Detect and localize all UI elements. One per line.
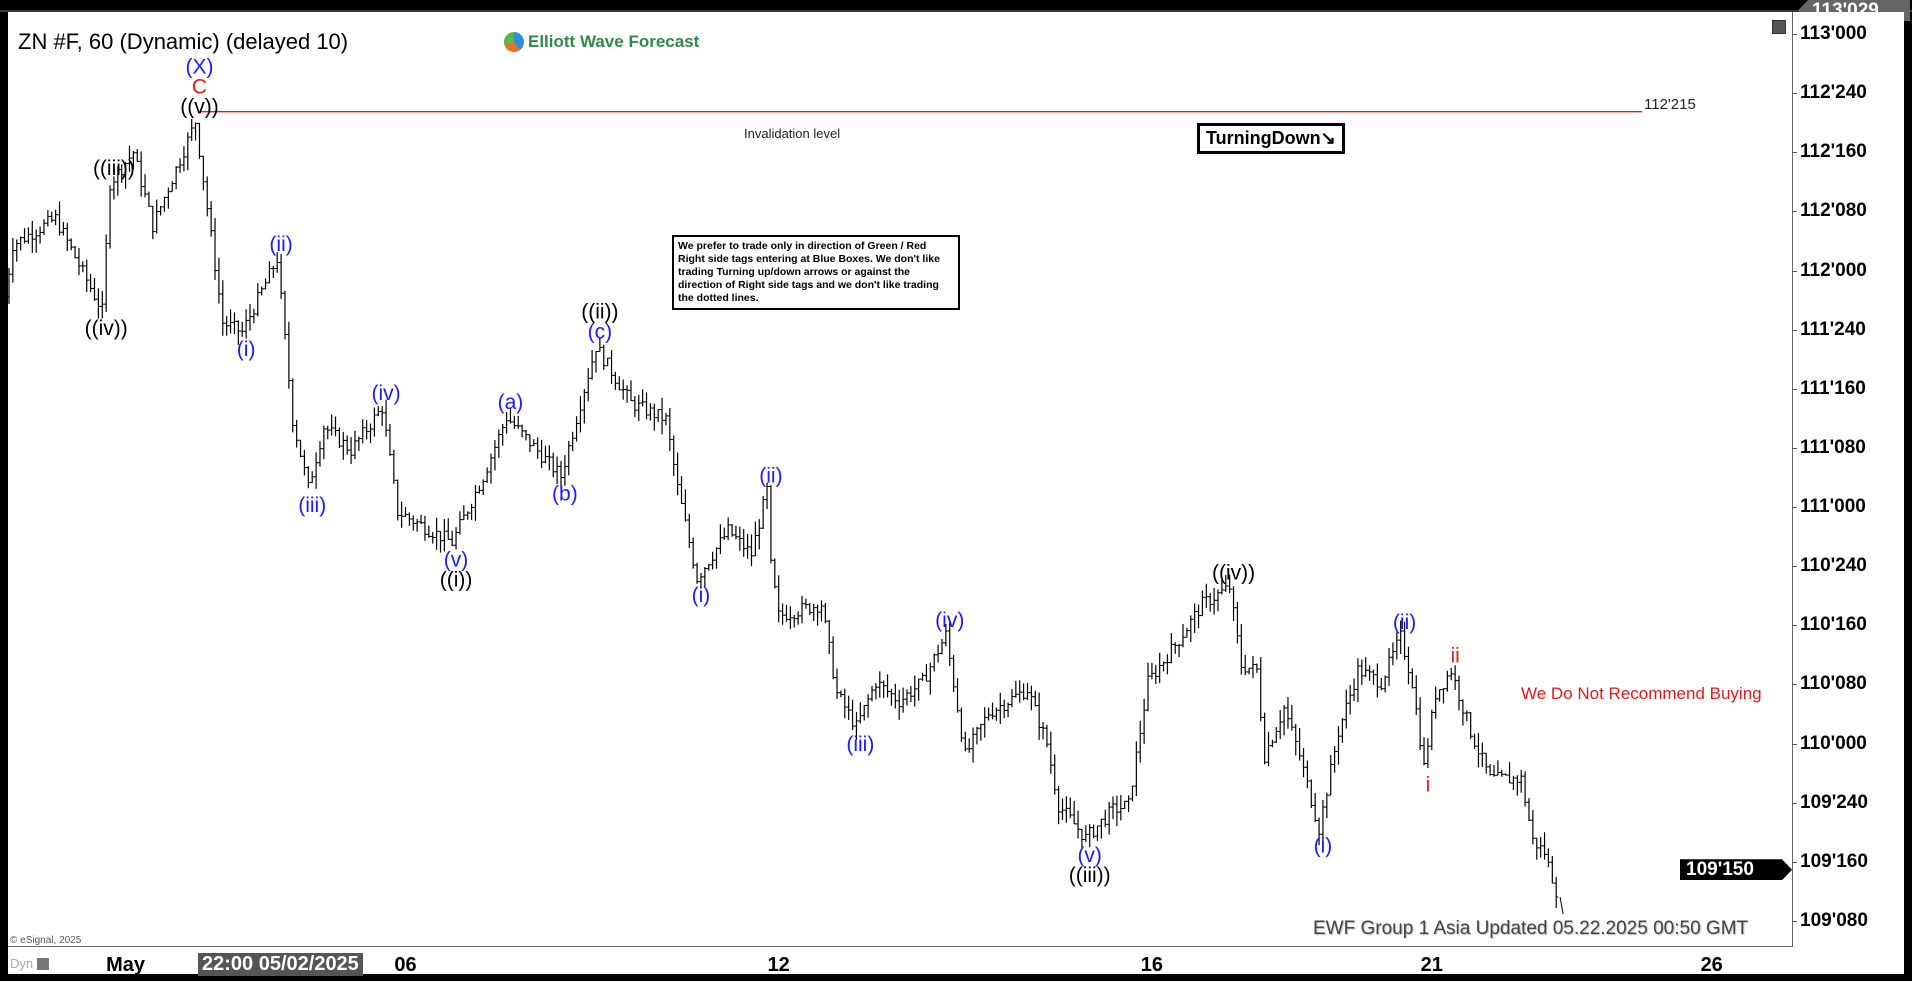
price-tick-label: 112'080 xyxy=(1800,200,1867,222)
price-tick xyxy=(1792,802,1797,804)
price-tick-label: 109'240 xyxy=(1800,791,1868,813)
time-tick-label: 06 xyxy=(394,954,417,976)
time-tick-label: 12 xyxy=(767,954,790,976)
crosshair-date: 22:00 05/02/2025 xyxy=(198,953,363,976)
price-tick xyxy=(1792,152,1797,154)
price-tick xyxy=(1792,34,1797,36)
price-tick xyxy=(1792,684,1797,686)
price-tick-label: 112'240 xyxy=(1800,82,1867,104)
arrow-down-right-icon: ↘ xyxy=(1320,128,1336,148)
window-restore-icon[interactable] xyxy=(1772,20,1786,34)
logo: Elliott Wave Forecast xyxy=(504,32,699,52)
dyn-label: Dyn xyxy=(10,956,34,971)
wave-label: i xyxy=(1426,773,1431,796)
wave-label: (iv) xyxy=(371,382,400,405)
wave-label: (ii) xyxy=(759,465,782,488)
wave-label: ((iv)) xyxy=(85,317,128,340)
price-tick-label: 110'160 xyxy=(1800,614,1867,636)
wave-label: (i) xyxy=(1314,835,1333,858)
time-tick-label: 21 xyxy=(1420,954,1443,976)
copyright: © eSignal, 2025 xyxy=(10,935,82,946)
price-tick-label: 110'240 xyxy=(1800,555,1867,577)
wave-label: (ii) xyxy=(269,233,292,256)
logo-icon xyxy=(504,32,524,52)
last-price-tag: 109'150 xyxy=(1680,859,1792,880)
wave-label: ((i)) xyxy=(440,569,473,592)
price-tick xyxy=(1792,566,1797,568)
invalidation-value: 112'215 xyxy=(1644,96,1696,113)
dyn-indicator[interactable]: Dyn xyxy=(10,956,50,971)
price-tick xyxy=(1792,920,1797,922)
time-tick-label: 26 xyxy=(1700,954,1723,976)
price-tick xyxy=(1792,329,1797,331)
trading-notice: We prefer to trade only in direction of … xyxy=(672,235,960,310)
no-recommend-text: We Do Not Recommend Buying xyxy=(1521,684,1762,703)
price-axis-line xyxy=(1792,12,1793,947)
turning-down-badge: TurningDown↘ xyxy=(1197,123,1345,154)
time-axis-line xyxy=(8,946,1793,947)
price-tick-label: 109'160 xyxy=(1800,850,1868,872)
price-chart[interactable]: (X)C((v)) ((iii)) ((iv)) (i) (ii) (iii) (iv) (v… xyxy=(8,12,1904,974)
wave-label: ((v)) xyxy=(180,96,218,119)
price-tick-label: 109'080 xyxy=(1800,909,1868,931)
price-tick-label: 112'000 xyxy=(1800,259,1867,281)
window-top-bar xyxy=(0,0,1912,12)
price-tick-label: 111'160 xyxy=(1800,377,1866,399)
lock-icon[interactable] xyxy=(37,957,50,970)
wave-label: (ii) xyxy=(1393,611,1416,634)
price-tick-label: 110'080 xyxy=(1800,673,1867,695)
price-tick xyxy=(1792,93,1797,95)
wave-label: C xyxy=(192,76,207,99)
price-tick-label: 111'000 xyxy=(1800,496,1866,518)
wave-label: (iii) xyxy=(846,733,874,756)
price-tick-label: 111'080 xyxy=(1800,436,1866,458)
wave-label: (X) xyxy=(185,56,213,79)
wave-label: ((iii)) xyxy=(1069,864,1111,887)
price-tick xyxy=(1792,507,1797,509)
time-tick-label: 16 xyxy=(1140,954,1164,976)
invalidation-label: Invalidation level xyxy=(744,126,841,141)
price-tick xyxy=(1792,388,1797,390)
turning-label: TurningDown xyxy=(1206,128,1321,148)
wave-label: (i) xyxy=(692,584,711,607)
wave-label: (b) xyxy=(552,482,578,505)
wave-label: ((iv)) xyxy=(1212,562,1255,585)
wave-label: (a) xyxy=(498,391,524,414)
wave-label: ((ii)) xyxy=(581,300,618,323)
wave-label: (i) xyxy=(237,338,256,361)
price-tick xyxy=(1792,270,1797,272)
wave-label: (iii) xyxy=(298,494,326,517)
price-tick xyxy=(1792,861,1797,863)
price-tick-label: 113'000 xyxy=(1800,23,1867,45)
price-bar xyxy=(1559,896,1564,914)
price-tick xyxy=(1792,743,1797,745)
wave-label: (v) xyxy=(1077,844,1102,867)
price-tick-label: 110'000 xyxy=(1800,732,1867,754)
price-tick xyxy=(1792,447,1797,449)
wave-label: (v) xyxy=(444,549,469,572)
price-tick-label: 111'240 xyxy=(1800,318,1866,340)
chart-title: ZN #F, 60 (Dynamic) (delayed 10) xyxy=(18,29,349,54)
price-tick xyxy=(1792,211,1797,213)
chart-panel[interactable]: (X) C ((v)) ((iii)) ((iv)) (i) (ii) (iii) (iv) (v… xyxy=(8,12,1904,976)
wave-label: ii xyxy=(1450,644,1459,667)
time-tick-label: May xyxy=(106,954,146,976)
wave-label: (iv) xyxy=(935,609,964,632)
price-tick xyxy=(1792,625,1797,627)
logo-text: Elliott Wave Forecast xyxy=(528,32,700,51)
price-tick-label: 112'160 xyxy=(1800,141,1867,163)
wave-label: (c) xyxy=(588,320,613,343)
update-footer: EWF Group 1 Asia Updated 05.22.2025 00:5… xyxy=(1313,918,1749,939)
wave-label: ((iii)) xyxy=(93,157,135,180)
